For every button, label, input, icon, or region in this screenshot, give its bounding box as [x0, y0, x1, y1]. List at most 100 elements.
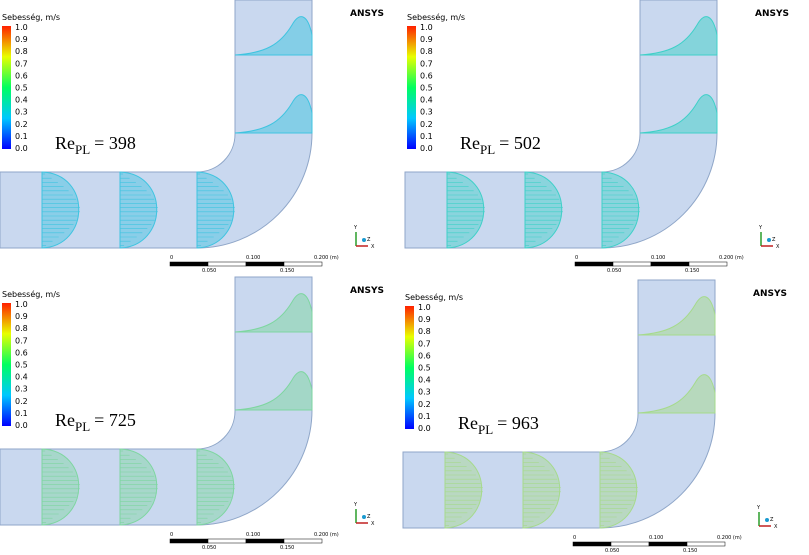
- re-base: Re: [458, 413, 478, 433]
- colorbar-tick-label: 1.0: [15, 300, 28, 309]
- axis-z: [362, 238, 366, 242]
- scale-label: 0.200 (m): [719, 255, 744, 261]
- scale-label: 0.050: [202, 545, 216, 551]
- colorbar-tick-label: 0.0: [15, 421, 28, 430]
- colorbar: [2, 26, 11, 149]
- colorbar-tick-label: 0.4: [15, 96, 28, 105]
- triad-label: Z: [367, 514, 371, 520]
- scale-segment: [245, 538, 285, 544]
- velocity-profile: [639, 94, 718, 134]
- colorbar-tick-label: 0.3: [420, 108, 433, 117]
- triad-label: X: [776, 244, 780, 250]
- brand-label: ANSYS: [350, 9, 384, 19]
- colorbar-tick-label: 0.2: [15, 397, 28, 406]
- colorbar-tick-label: 1.0: [420, 23, 433, 32]
- colorbar-tick-label: 0.3: [15, 385, 28, 394]
- scale-label: 0.100: [651, 255, 665, 261]
- re-base: Re: [55, 410, 75, 430]
- re-value: = 502: [499, 133, 541, 153]
- scale-label: 0.100: [649, 535, 663, 541]
- scale-segment: [574, 261, 614, 267]
- legend-title: Sebesség, m/s: [2, 12, 60, 22]
- scale-label: 0.200 (m): [314, 532, 339, 538]
- triad-label: Y: [353, 225, 358, 231]
- triad-label: Z: [770, 517, 774, 523]
- colorbar-tick-label: 0.7: [420, 59, 433, 68]
- colorbar-tick-label: 0.5: [418, 364, 431, 373]
- colorbar-tick-label: 0.0: [15, 144, 28, 153]
- axis-z: [767, 238, 771, 242]
- triad-label: Y: [353, 502, 358, 508]
- scale-label: 0.150: [280, 268, 294, 274]
- colorbar-tick-label: 0.7: [15, 59, 28, 68]
- colorbar-tick-label: 1.0: [418, 303, 431, 312]
- triad-label: Y: [756, 505, 761, 511]
- panel: Sebesség, m/s1.0 0.9 0.8 0.7 0.6 0.5 0.4 0.3 0.2…: [0, 0, 384, 274]
- colorbar-tick-label: 0.9: [420, 35, 433, 44]
- scale-segment: [207, 538, 247, 544]
- re-label: RePL = 502: [460, 133, 541, 157]
- velocity-profile: [637, 296, 716, 336]
- re-subscript: PL: [480, 142, 495, 157]
- legend-title: Sebesség, m/s: [405, 292, 463, 302]
- colorbar-tick-label: 0.5: [15, 84, 28, 93]
- colorbar-tick-label: 0.8: [15, 47, 28, 56]
- colorbar-tick-label: 0.1: [15, 132, 28, 141]
- panel: Sebesség, m/s1.0 0.9 0.8 0.7 0.6 0.5 0.4 0.3 0.2…: [402, 279, 787, 554]
- colorbar-tick-label: 0.7: [418, 339, 431, 348]
- colorbar-tick-label: 1.0: [15, 23, 28, 32]
- colorbar-tick-label: 0.2: [420, 120, 433, 129]
- colorbar-tick-label: 0.8: [418, 327, 431, 336]
- velocity-profile: [234, 94, 313, 134]
- pipe: [0, 276, 313, 526]
- velocity-profile: [637, 374, 716, 414]
- brand-label: ANSYS: [755, 9, 789, 19]
- re-value: = 725: [94, 410, 136, 430]
- scale-label: 0.050: [607, 268, 621, 274]
- scale-label: 0.100: [246, 255, 260, 261]
- panel: Sebesség, m/s1.0 0.9 0.8 0.7 0.6 0.5 0.4 0.3 0.2…: [0, 276, 384, 551]
- panel: Sebesség, m/s1.0 0.9 0.8 0.7 0.6 0.5 0.4 0.3 0.2…: [404, 0, 789, 274]
- colorbar-tick-label: 0.8: [15, 324, 28, 333]
- re-base: Re: [460, 133, 480, 153]
- scale-segment: [283, 538, 323, 544]
- brand-label: ANSYS: [753, 289, 787, 299]
- scale-segment: [612, 261, 652, 267]
- pipe: [0, 0, 313, 249]
- scale-segment: [169, 261, 209, 267]
- colorbar-tick-label: 0.6: [420, 71, 433, 80]
- scale-label: 0: [170, 255, 173, 261]
- triad-label: Z: [367, 237, 371, 243]
- colorbar-tick-label: 0.2: [418, 400, 431, 409]
- triad-label: X: [371, 244, 375, 250]
- scale-label: 0: [573, 535, 576, 541]
- colorbar-tick-label: 0.0: [418, 424, 431, 433]
- colorbar-tick-label: 0.4: [420, 96, 433, 105]
- scale-segment: [207, 261, 247, 267]
- re-base: Re: [55, 133, 75, 153]
- colorbar-tick-label: 0.6: [15, 348, 28, 357]
- colorbar: [2, 303, 11, 426]
- colorbar-tick-label: 0.5: [420, 84, 433, 93]
- brand-label: ANSYS: [350, 286, 384, 296]
- scale-segment: [650, 261, 690, 267]
- scale-label: 0.050: [605, 548, 619, 554]
- colorbar-tick-label: 0.9: [418, 315, 431, 324]
- scale-label: 0.200 (m): [314, 255, 339, 261]
- scale-segment: [688, 261, 728, 267]
- scale-segment: [610, 541, 650, 547]
- scale-label: 0: [575, 255, 578, 261]
- triad-label: X: [774, 524, 778, 530]
- scale-segment: [283, 261, 323, 267]
- scale-segment: [245, 261, 285, 267]
- triad-label: Z: [772, 237, 776, 243]
- scale-label: 0: [170, 532, 173, 538]
- axis-z: [765, 518, 769, 522]
- scale-label: 0.150: [280, 545, 294, 551]
- scale-segment: [169, 538, 209, 544]
- colorbar-tick-label: 0.5: [15, 361, 28, 370]
- scale-label: 0.100: [246, 532, 260, 538]
- re-label: RePL = 963: [458, 413, 539, 437]
- pipe: [402, 279, 716, 529]
- pipe: [404, 0, 718, 249]
